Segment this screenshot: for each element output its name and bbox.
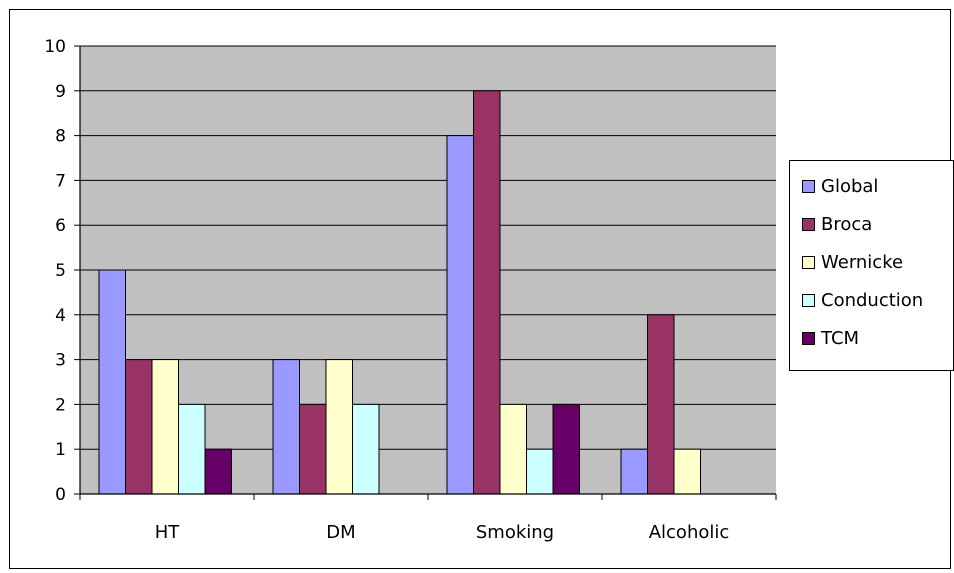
y-tick-label: 3 (55, 351, 66, 371)
bar (673, 448, 701, 495)
y-tick-label: 7 (55, 171, 66, 191)
y-tick-label: 4 (55, 306, 66, 326)
bar (647, 314, 675, 495)
bar (204, 448, 232, 495)
legend-item: Conduction (802, 287, 923, 313)
y-tick-label: 6 (55, 216, 66, 236)
bar (552, 403, 580, 495)
y-tick-label: 0 (55, 485, 66, 505)
bars (98, 90, 701, 495)
bar (352, 403, 380, 495)
bar (526, 448, 554, 495)
x-tick-label: Alcoholic (649, 522, 730, 543)
bar (325, 359, 353, 495)
bar (620, 448, 648, 495)
legend-swatch (802, 293, 815, 307)
x-tick-label: Smoking (476, 522, 554, 543)
bar (272, 359, 300, 495)
x-tick-label: HT (155, 522, 181, 543)
bar (446, 135, 474, 495)
y-tick-label: 10 (44, 37, 66, 57)
legend-item: Broca (802, 211, 872, 237)
legend: Global Broca Wernicke Conduction TCM (789, 160, 954, 371)
y-tick-label: 1 (55, 440, 66, 460)
y-tick-label: 9 (55, 82, 66, 102)
legend-item: TCM (802, 325, 859, 351)
bar (151, 359, 179, 495)
x-axis-ticks: HT DM Smoking Alcoholic (79, 494, 777, 543)
legend-item: Wernicke (802, 249, 903, 275)
legend-item: Global (802, 173, 878, 199)
bar (125, 359, 153, 495)
y-tick-label: 8 (55, 127, 66, 147)
legend-label: Wernicke (821, 251, 904, 273)
legend-label: Global (821, 175, 879, 197)
bar (499, 403, 527, 495)
bar (178, 403, 206, 495)
bar (299, 403, 327, 495)
legend-label: Conduction (821, 289, 924, 311)
legend-swatch (802, 255, 815, 269)
y-axis-ticks: 0 1 2 3 4 5 6 7 8 9 10 (44, 37, 80, 505)
x-tick-label: DM (326, 522, 355, 543)
y-tick-label: 5 (55, 261, 66, 281)
bar (98, 269, 126, 495)
bar (473, 90, 501, 495)
legend-swatch (802, 331, 815, 345)
y-tick-label: 2 (55, 395, 66, 415)
legend-swatch (802, 217, 815, 231)
legend-label: Broca (821, 213, 873, 235)
legend-swatch (802, 179, 815, 193)
legend-label: TCM (821, 327, 860, 349)
